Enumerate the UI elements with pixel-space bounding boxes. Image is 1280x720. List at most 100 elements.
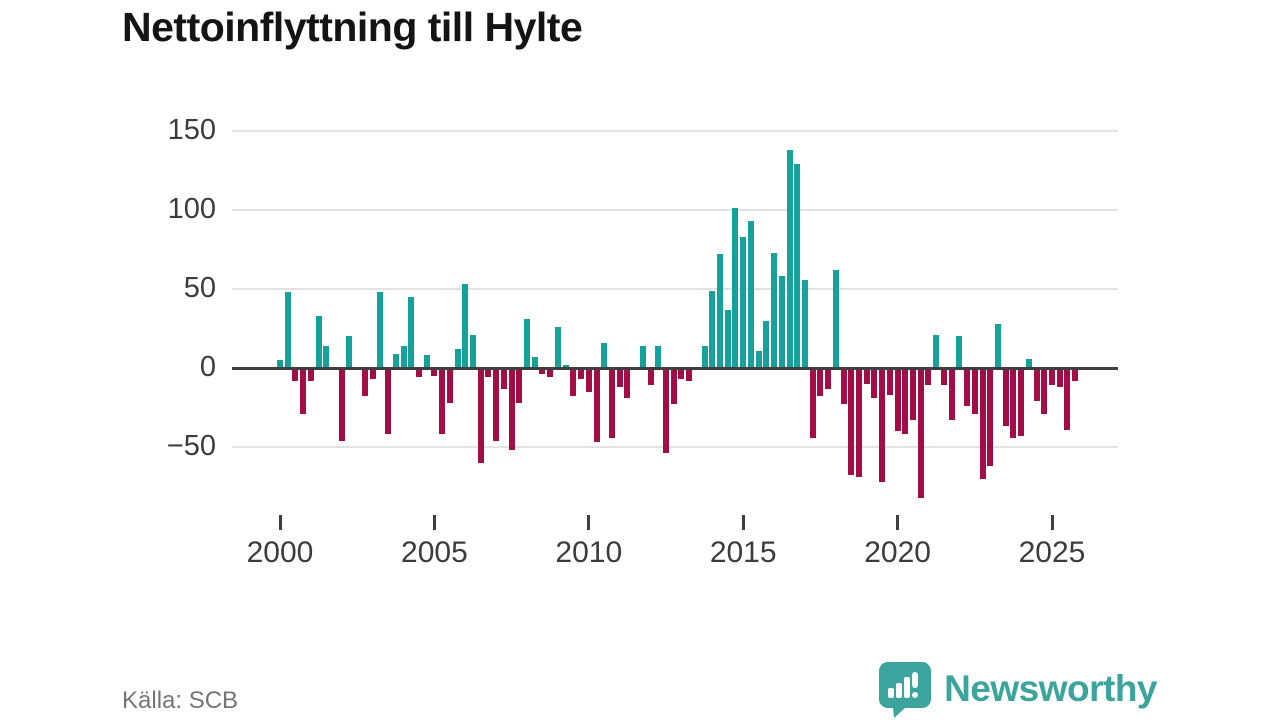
bar-2007Q1 [493,368,500,441]
x-tick-label: 2015 [709,536,777,569]
bar-2011Q2 [624,368,631,399]
bar-2012Q2 [655,345,662,368]
gridline-150 [232,130,1118,132]
bar-2001Q3 [323,345,330,368]
gridline-50 [232,288,1118,290]
y-tick-label: 0 [199,351,216,383]
bar-2003Q1 [369,368,376,380]
bar-2017Q3 [817,368,824,397]
bar-2000Q3 [292,368,299,381]
bar-2017Q2 [809,368,816,438]
bar-2003Q4 [392,353,399,368]
bar-2013Q2 [686,368,693,381]
bar-2024Q4 [1041,368,1048,414]
bar-2017Q1 [801,279,808,368]
bar-2013Q1 [678,368,685,380]
bar-2015Q1 [740,236,747,368]
gridline-100 [232,209,1118,211]
bar-2000Q1 [277,360,283,368]
bar-2019Q1 [863,368,870,384]
bar-2021Q4 [948,368,955,421]
bar-2000Q4 [300,368,307,414]
y-tick-label: 50 [183,272,216,304]
bar-2018Q4 [856,368,862,478]
bar-2008Q3 [539,368,546,375]
x-tick-2010 [587,515,591,530]
bar-2002Q1 [338,368,345,441]
bar-2023Q1 [987,368,994,466]
bar-2022Q2 [964,368,971,406]
bar-2012Q4 [670,368,677,405]
bar-2015Q3 [755,350,762,368]
x-tick-2020 [896,515,900,530]
bar-2020Q4 [917,368,924,498]
bar-2010Q4 [608,368,615,438]
bar-2016Q4 [794,164,801,368]
bar-2014Q1 [709,290,716,368]
bar-2007Q3 [508,368,515,451]
chart-title: Nettoinflyttning till Hylte [122,4,583,50]
bar-2012Q1 [647,368,654,386]
bar-2022Q1 [956,336,963,368]
bar-2023Q3 [1002,368,1009,427]
bar-2008Q4 [547,368,554,378]
bar-2004Q1 [400,345,407,368]
bar-2005Q3 [446,368,453,403]
bar-2014Q3 [724,309,731,368]
bar-2009Q1 [554,326,561,368]
bar-2025Q4 [1072,368,1079,381]
bar-2004Q3 [415,368,422,378]
bar-2014Q2 [717,254,724,368]
x-tick-2000 [278,515,282,530]
bar-2021Q3 [940,368,947,386]
bar-2020Q3 [910,368,917,421]
x-tick-label: 2010 [555,536,623,569]
bar-2005Q1 [431,368,438,376]
bar-2024Q2 [1025,358,1032,368]
bar-2022Q4 [979,368,986,479]
bar-2018Q3 [848,368,855,476]
y-tick-label: 100 [167,193,216,225]
bar-2019Q3 [879,368,886,482]
bar-2024Q3 [1033,368,1040,402]
x-tick-label: 2020 [864,536,931,569]
bar-2014Q4 [732,208,739,368]
speech-bubble-bar-chart-icon [876,660,932,718]
bar-2010Q3 [601,342,608,368]
bar-2004Q2 [408,296,415,368]
bar-2011Q1 [616,368,623,387]
bar-2018Q2 [840,368,847,405]
bar-2005Q4 [454,349,461,368]
bar-2017Q4 [825,368,832,389]
bar-2013Q4 [701,345,708,368]
y-tick-label: −50 [166,430,216,462]
x-tick-label: 2005 [401,536,468,569]
bar-2010Q1 [585,368,592,392]
bar-2003Q3 [385,368,392,435]
bar-2009Q3 [570,368,577,397]
x-tick-2025 [1050,515,1054,530]
bar-2004Q4 [423,355,430,368]
bar-2012Q3 [663,368,669,454]
bar-2022Q3 [971,368,978,414]
bar-2015Q2 [747,221,754,368]
gridline-−50 [232,446,1118,448]
bar-2008Q1 [524,319,531,368]
bar-2006Q2 [470,334,476,368]
bar-2007Q2 [500,368,507,389]
x-axis-zero-line [232,366,1118,370]
x-tick-2015 [741,515,745,530]
bar-2007Q4 [516,368,523,403]
plot-area: 150 100 50 0 −50 2000 2005 2010 2015 2020 2025 [167,110,1118,585]
bar-2006Q1 [462,284,469,368]
bar-2019Q2 [871,368,878,399]
bar-2016Q1 [771,252,778,368]
bar-2023Q4 [1010,368,1017,438]
x-tick-2005 [432,515,436,530]
bar-2023Q2 [994,323,1001,368]
bar-2020Q1 [894,368,901,432]
bar-2024Q1 [1018,368,1025,436]
bar-2021Q2 [933,334,940,368]
bar-2025Q1 [1049,368,1055,386]
